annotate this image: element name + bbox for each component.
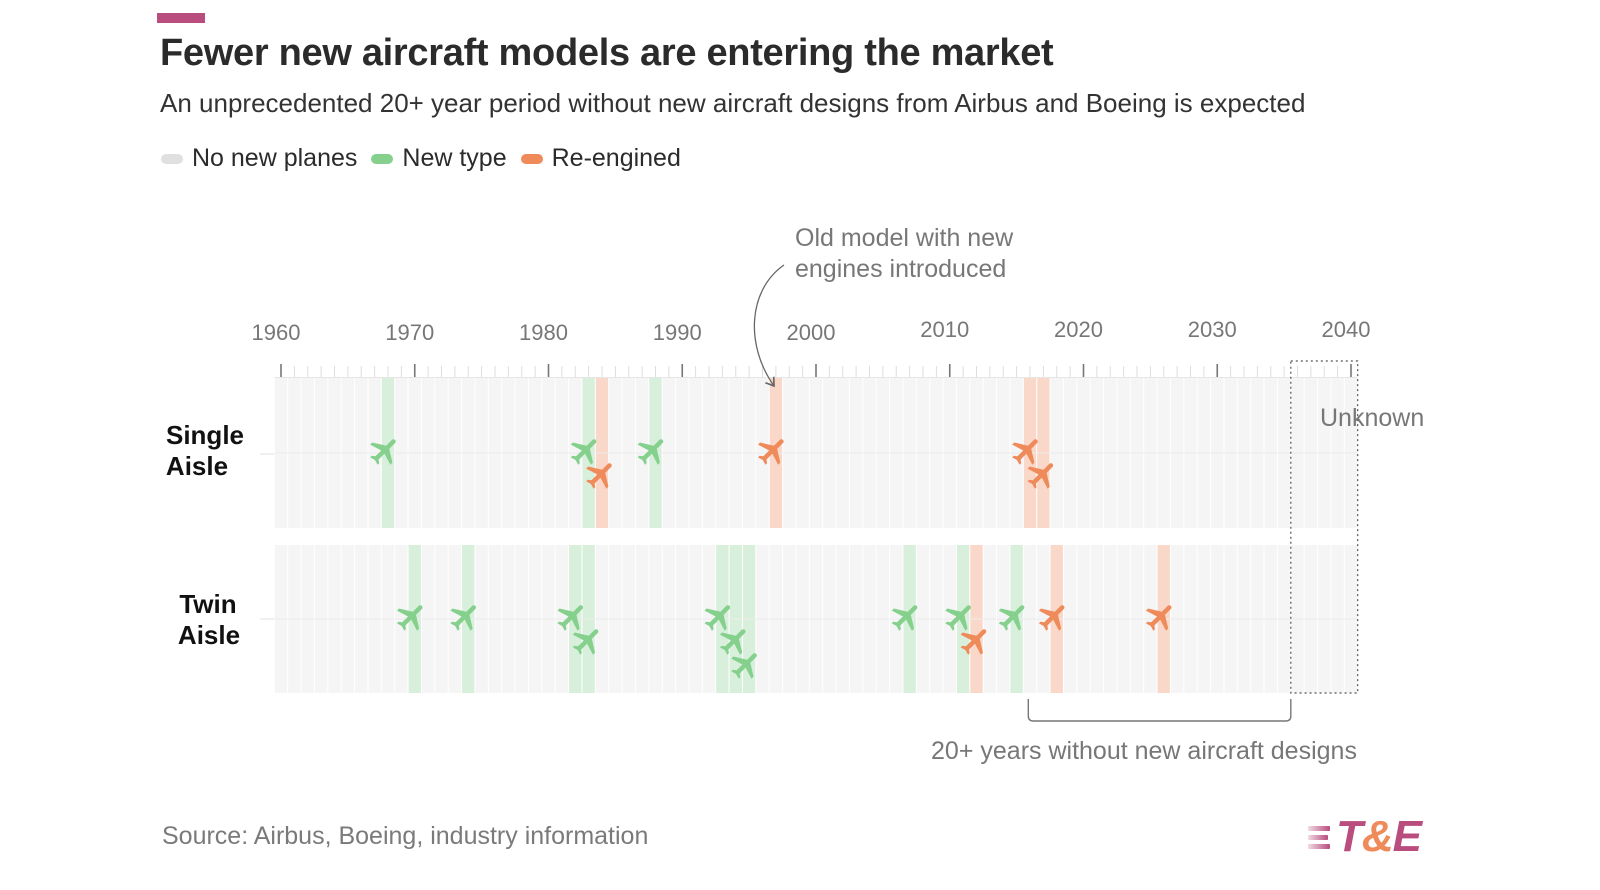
annotation-reengine-line1: Old model with new [795,224,1014,252]
x-axis: 1960 1970 1980 1990 2000 2010 2020 2030 2040 [252,317,1371,378]
x-tick-label: 2010 [920,317,969,342]
legend-item-new-type: New type [371,144,507,173]
row-label-twin-line2: Aisle [178,620,240,650]
row-label-single-line1: Single [166,420,244,450]
row-label-single-line2: Aisle [166,451,228,481]
x-tick-label: 1960 [252,320,301,345]
x-tick-label: 1990 [653,320,702,345]
annotation-reengine-line2: engines introduced [795,255,1006,283]
legend-swatch-green [371,153,394,164]
grid-layer [274,378,1358,693]
unknown-label: Unknown [1320,404,1424,432]
logo-e: E [1392,812,1422,861]
te-logo: T&E [1308,812,1422,862]
x-tick-label: 2020 [1054,317,1103,342]
legend-label: No new planes [192,144,358,172]
unknown-region-box [1290,360,1359,694]
legend-swatch-gray [161,153,183,164]
logo-text: T&E [1336,812,1422,862]
logo-amp: & [1361,812,1394,861]
legend-label: New type [402,144,507,172]
chart-subtitle: An unprecedented 20+ year period without… [160,88,1306,118]
logo-lines-icon [1308,824,1330,851]
x-tick-label: 1970 [385,320,434,345]
legend-label: Re-engined [551,144,681,172]
gap-label: 20+ years without new aircraft designs [931,737,1357,765]
x-tick-label: 2000 [787,320,836,345]
chart-title: Fewer new aircraft models are entering t… [160,32,1054,74]
legend: No new planes New type Re-engined [161,144,695,173]
row-label-twin-line1: Twin [179,589,236,619]
gap-bracket [1027,699,1292,722]
annotation-arrow [753,264,785,386]
logo-t: T [1336,812,1363,861]
x-tick-label: 1980 [519,320,568,345]
accent-bar [157,13,205,23]
legend-item-no-new-planes: No new planes [161,144,357,173]
x-tick-label: 2040 [1322,317,1371,342]
x-tick-label: 2030 [1188,317,1237,342]
source-note: Source: Airbus, Boeing, industry informa… [162,822,649,850]
legend-swatch-orange [520,153,543,164]
legend-item-re-engined: Re-engined [520,144,681,173]
